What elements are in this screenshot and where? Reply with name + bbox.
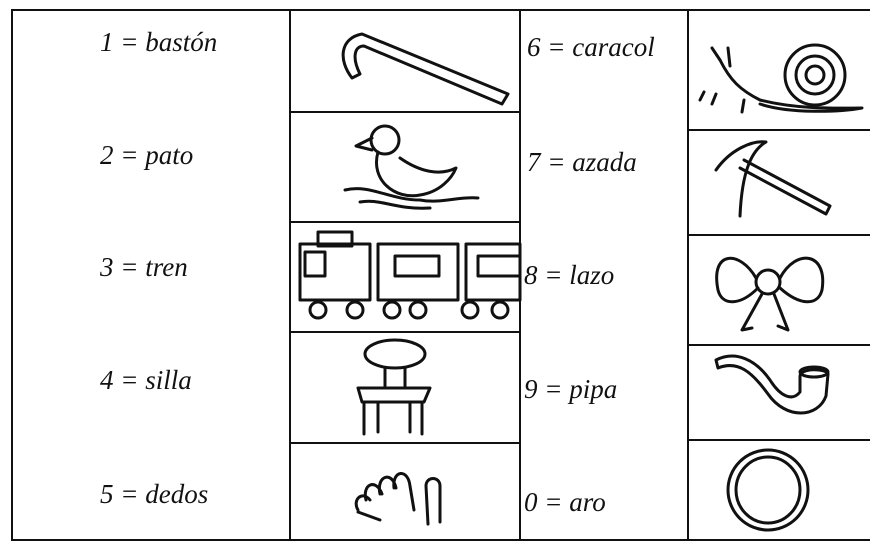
hoop-drawing: [726, 448, 810, 532]
pipe-drawing: [714, 354, 830, 415]
snail-drawing: [698, 43, 864, 114]
table-grid: [11, 9, 870, 541]
word-label: 5 = dedos: [100, 479, 208, 509]
train-drawing: [298, 230, 522, 320]
table-border: [11, 9, 870, 541]
word-label: 2 = pato: [100, 140, 193, 170]
word-label: 7 = azada: [527, 147, 637, 177]
pickaxe-drawing: [714, 140, 832, 218]
word-label: 1 = bastón: [100, 27, 217, 57]
word-label: 9 = pipa: [524, 374, 617, 404]
word-label: 3 = tren: [99, 252, 188, 282]
word-label: 8 = lazo: [524, 260, 614, 290]
duck-drawing: [343, 124, 480, 210]
word-label: 0 = aro: [524, 487, 606, 517]
cane-drawing: [341, 32, 510, 106]
chair-drawing: [356, 338, 432, 436]
word-label: 4 = silla: [100, 365, 192, 395]
word-label: 6 = caracol: [527, 32, 655, 62]
fingers-drawing: [354, 472, 442, 526]
bow-drawing: [715, 256, 825, 332]
